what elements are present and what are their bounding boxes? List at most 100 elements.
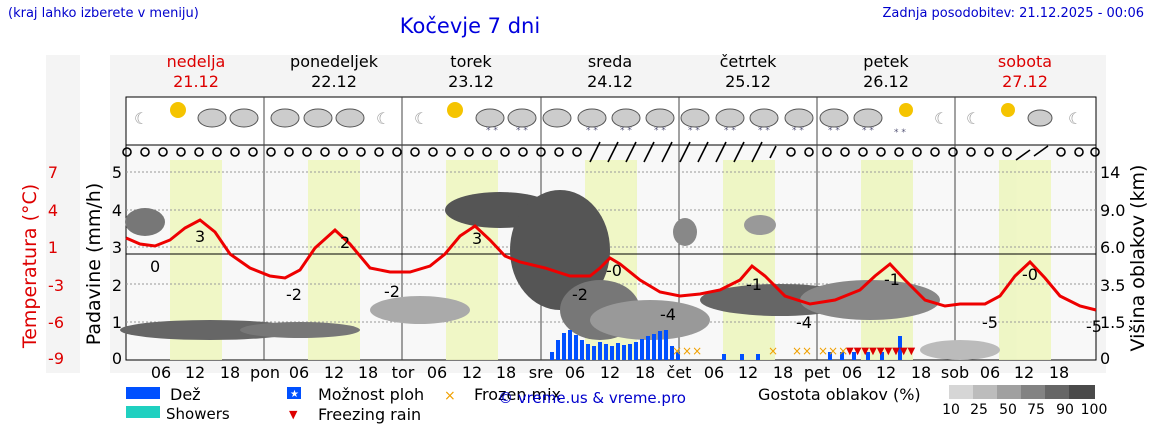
precip-axis-label: Padavine (mm/h): [83, 183, 105, 346]
svg-text:18: 18: [911, 363, 931, 382]
svg-text:12: 12: [738, 363, 758, 382]
svg-text:06: 06: [980, 363, 1000, 382]
rain-bars: [550, 330, 902, 360]
svg-text:06: 06: [704, 363, 724, 382]
svg-text:-2: -2: [572, 285, 588, 304]
svg-text:* *: * *: [620, 126, 632, 136]
svg-text:1: 1: [112, 313, 122, 332]
temp-axis-background: [46, 55, 80, 373]
svg-text:* *: * *: [862, 126, 874, 136]
svg-text:4: 4: [48, 201, 58, 220]
svg-text:3.5: 3.5: [1100, 276, 1125, 295]
temp-axis-label: Temperatura (°C): [19, 184, 41, 349]
svg-text:0: 0: [150, 257, 160, 276]
legend-thunder: Možnost ploh: [318, 385, 425, 404]
svg-text:12: 12: [600, 363, 620, 382]
day-header: petek 26.12: [863, 52, 909, 91]
cloud-axis-label: Višina oblakov (km): [1127, 165, 1149, 352]
day-header: četrtek 25.12: [719, 52, 777, 91]
legend-showers: Showers: [166, 405, 230, 423]
day-header: nedelja 21.12: [166, 52, 226, 91]
svg-text:××: ××: [792, 344, 812, 358]
cloud-height-ticks: 14 9.0 6.0 3.5 1.5 0: [1100, 163, 1125, 368]
svg-text:50: 50: [999, 402, 1017, 418]
cloud-density-scale: [949, 385, 1095, 399]
legend-cloud-density: Gostota oblakov (%): [758, 385, 921, 404]
day-header: torek 23.12: [448, 52, 494, 91]
svg-text:18: 18: [773, 363, 793, 382]
credit-link[interactable]: © vreme.us & vreme.pro: [498, 389, 686, 407]
svg-text:☾: ☾: [414, 109, 428, 128]
svg-text:☾: ☾: [966, 109, 980, 128]
svg-text:tor: tor: [392, 363, 415, 382]
day-header: ponedeljek 22.12: [290, 52, 378, 91]
svg-text:-5: -5: [1086, 317, 1102, 336]
wind-row: [122, 141, 1100, 163]
svg-text:4: 4: [112, 201, 122, 220]
cloud-density: [120, 190, 1000, 360]
svg-text:pet: pet: [804, 363, 830, 382]
svg-text:1.5: 1.5: [1100, 313, 1125, 332]
svg-text:sob: sob: [941, 363, 969, 382]
day-header: sreda 24.12: [587, 52, 633, 91]
svg-text:* *: * *: [894, 128, 906, 138]
svg-text:18: 18: [220, 363, 240, 382]
last-update: Zadnja posodobitev: 21.12.2025 - 00:06: [882, 6, 1144, 21]
svg-text:-3: -3: [48, 276, 64, 295]
svg-text:7: 7: [48, 163, 58, 182]
temp-ticks: 7 4 1 -3 -6 -9: [48, 163, 64, 368]
svg-text:3: 3: [112, 238, 122, 257]
svg-text:-2: -2: [384, 282, 400, 301]
svg-text:90: 90: [1056, 402, 1074, 418]
svg-text:18: 18: [1049, 363, 1069, 382]
page-title: Kočevje 7 dni: [399, 14, 541, 38]
svg-text:-4: -4: [660, 305, 676, 324]
svg-text:5: 5: [112, 163, 122, 182]
svg-text:10: 10: [942, 402, 960, 418]
svg-text:-0: -0: [1022, 265, 1038, 284]
svg-text:06: 06: [151, 363, 171, 382]
location-hint: (kraj lahko izberete v meniju): [8, 6, 199, 21]
day-header: sobota 27.12: [997, 52, 1053, 91]
svg-text:12: 12: [185, 363, 205, 382]
svg-text:14: 14: [1100, 163, 1120, 182]
svg-text:☾: ☾: [1068, 109, 1082, 128]
svg-text:* *: * *: [586, 126, 598, 136]
x-ticks: 06 12 18 pon 06 12 18 tor 06 12 18 sre 0…: [151, 363, 1069, 382]
svg-text:06: 06: [289, 363, 309, 382]
legend-rain: Dež: [170, 385, 201, 404]
svg-text:-1: -1: [884, 270, 900, 289]
svg-text:06: 06: [842, 363, 862, 382]
svg-text:0: 0: [1100, 349, 1110, 368]
svg-text:čet: čet: [667, 363, 692, 382]
svg-text:* *: * *: [724, 126, 736, 136]
temperature-line: [125, 218, 1097, 312]
svg-text:-9: -9: [48, 349, 64, 368]
svg-text:* *: * *: [486, 126, 498, 136]
svg-text:0: 0: [112, 349, 122, 368]
svg-text:25: 25: [970, 402, 988, 418]
svg-text:* *: * *: [792, 126, 804, 136]
svg-text:18: 18: [496, 363, 516, 382]
svg-text:3: 3: [195, 227, 205, 246]
svg-text:-1: -1: [746, 275, 762, 294]
svg-text:★: ★: [290, 389, 299, 400]
svg-text:pon: pon: [250, 363, 280, 382]
svg-text:×: ×: [444, 388, 456, 404]
svg-text:☾: ☾: [134, 109, 148, 128]
svg-text:-0: -0: [606, 261, 622, 280]
svg-text:12: 12: [1014, 363, 1034, 382]
svg-text:9.0: 9.0: [1100, 201, 1125, 220]
weather-icons: ☾ ☾ ☾ ☾ ☾ ☾ * * * * * * * * * * * * * * * * * * * …: [134, 102, 1082, 138]
svg-text:* *: * *: [654, 126, 666, 136]
svg-text:-2: -2: [286, 285, 302, 304]
svg-text:* *: * *: [758, 126, 770, 136]
svg-text:75: 75: [1027, 402, 1045, 418]
frozen-mix-markers: ××× × ×× ×××: [672, 344, 848, 358]
svg-text:-6: -6: [48, 313, 64, 332]
legend-freezing-rain: Freezing rain: [318, 405, 422, 424]
svg-text:6.0: 6.0: [1100, 238, 1125, 257]
svg-text:×××: ×××: [818, 344, 848, 358]
svg-text:06: 06: [565, 363, 585, 382]
svg-text:2: 2: [112, 276, 122, 295]
